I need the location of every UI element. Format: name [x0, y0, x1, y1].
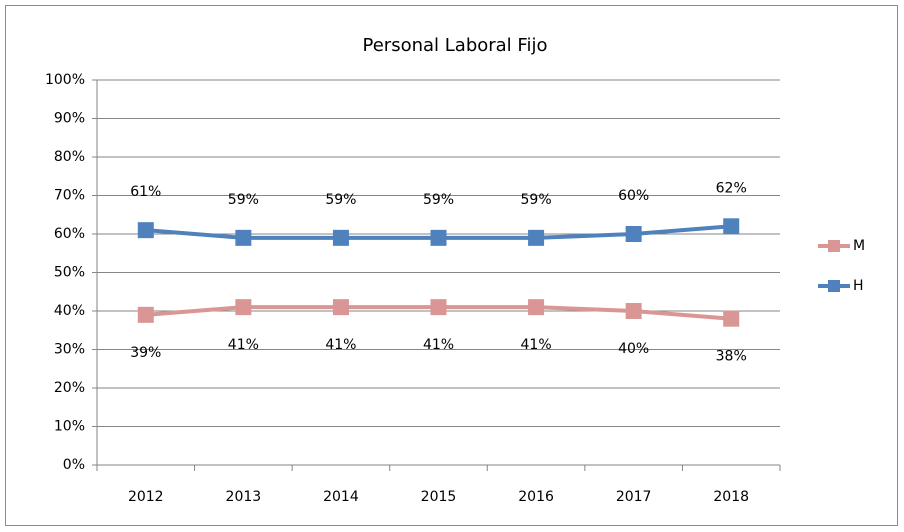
x-tick-label: 2012 — [128, 489, 164, 505]
y-tick-label: 80% — [54, 149, 85, 165]
x-tick-label: 2013 — [226, 489, 262, 505]
data-label: 41% — [325, 337, 356, 353]
marker — [625, 303, 642, 319]
marker — [430, 229, 447, 246]
data-label: 41% — [521, 337, 552, 353]
marker — [528, 299, 545, 316]
y-tick-label: 40% — [54, 303, 85, 319]
marker — [235, 299, 252, 316]
data-label: 39% — [130, 345, 161, 361]
marker — [528, 229, 545, 246]
x-tick-label: 2017 — [616, 489, 652, 505]
legend-label: H — [853, 278, 864, 294]
legend-marker — [828, 240, 840, 252]
y-tick-label: 20% — [54, 380, 85, 396]
legend-marker — [828, 280, 840, 292]
x-tick-label: 2018 — [713, 489, 749, 505]
x-tick-label: 2015 — [421, 489, 457, 505]
data-label: 62% — [716, 180, 747, 196]
marker — [625, 226, 642, 242]
chart-title: Personal Laboral Fijo — [363, 35, 548, 56]
chart-border — [5, 5, 898, 526]
y-tick-label: 50% — [54, 265, 85, 281]
marker — [235, 229, 252, 246]
y-tick-label: 70% — [54, 188, 85, 204]
x-tick-label: 2014 — [323, 489, 359, 505]
marker — [332, 299, 349, 316]
data-label: 59% — [423, 192, 454, 208]
data-label: 59% — [228, 192, 259, 208]
marker — [332, 229, 349, 246]
y-tick-label: 30% — [54, 342, 85, 358]
y-tick-label: 0% — [63, 457, 85, 473]
data-label: 59% — [521, 192, 552, 208]
y-tick-label: 90% — [54, 111, 85, 127]
y-tick-label: 60% — [54, 226, 85, 242]
marker — [723, 310, 740, 327]
data-label: 38% — [716, 349, 747, 365]
marker — [723, 218, 740, 235]
y-tick-label: 10% — [54, 419, 85, 435]
data-label: 41% — [423, 337, 454, 353]
data-label: 41% — [228, 337, 259, 353]
data-label: 40% — [618, 341, 649, 357]
legend-label: M — [853, 238, 865, 254]
marker — [137, 306, 154, 323]
data-label: 61% — [130, 184, 161, 200]
data-label: 59% — [325, 192, 356, 208]
marker — [137, 222, 154, 239]
x-tick-label: 2016 — [518, 489, 554, 505]
marker — [430, 299, 447, 316]
data-label: 60% — [618, 188, 649, 204]
y-tick-label: 100% — [45, 72, 85, 88]
